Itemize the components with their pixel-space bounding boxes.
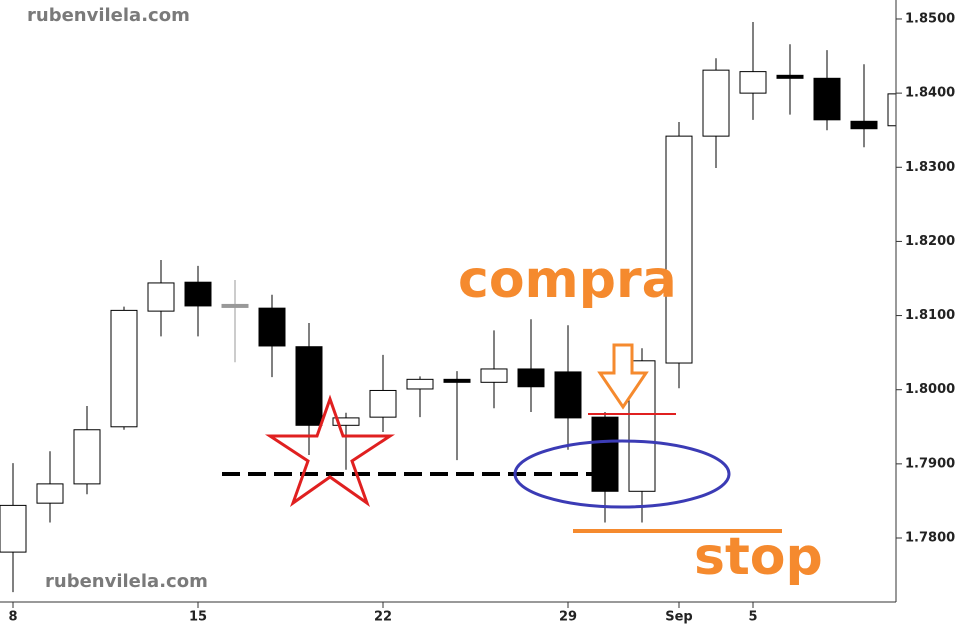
candle-body [776, 74, 804, 79]
x-tick-label: Sep [665, 610, 693, 625]
plot-area [0, 21, 896, 593]
candle-body [665, 135, 693, 364]
watermark: rubenvilela.com [27, 5, 190, 26]
candle-body [36, 483, 64, 504]
compra-label: compra [458, 250, 677, 310]
candle-body [813, 77, 841, 121]
candle-body [184, 281, 212, 307]
x-tick-label: 15 [189, 610, 207, 625]
y-tick-label: 1.7900 [905, 456, 955, 471]
candle-body [147, 282, 175, 312]
candle-body [887, 93, 896, 127]
candle-body [369, 389, 397, 418]
highlight-ellipse [513, 439, 731, 509]
candle-body [517, 368, 545, 388]
candle-body [443, 378, 471, 383]
candle-body [221, 303, 249, 308]
candle-body [73, 429, 101, 485]
watermark: rubenvilela.com [45, 571, 208, 592]
candle-body [0, 504, 27, 553]
candle-body [739, 71, 767, 94]
candle-body [332, 417, 360, 426]
y-tick-label: 1.8100 [905, 308, 955, 323]
y-tick-label: 1.8000 [905, 382, 955, 397]
candle-body [110, 309, 138, 428]
candle-body [295, 346, 323, 426]
x-tick-label: 29 [559, 610, 577, 625]
y-tick-label: 1.8400 [905, 86, 955, 101]
star [264, 394, 396, 507]
down-arrow [597, 343, 649, 410]
candle-body [702, 69, 730, 137]
candle-body [480, 368, 508, 383]
y-tick-label: 1.8500 [905, 11, 955, 26]
x-tick-label: 22 [374, 610, 392, 625]
x-tick-label: 8 [8, 610, 17, 625]
candle-body [406, 378, 434, 390]
x-tick-label: 5 [748, 610, 757, 625]
candle-body [591, 416, 619, 492]
stop-label: stop [694, 527, 823, 587]
y-tick-label: 1.7800 [905, 531, 955, 546]
candle-body [554, 371, 582, 419]
y-tick-label: 1.8200 [905, 234, 955, 249]
candle-body [850, 120, 878, 130]
candle-body [258, 307, 286, 347]
y-tick-label: 1.8300 [905, 160, 955, 175]
